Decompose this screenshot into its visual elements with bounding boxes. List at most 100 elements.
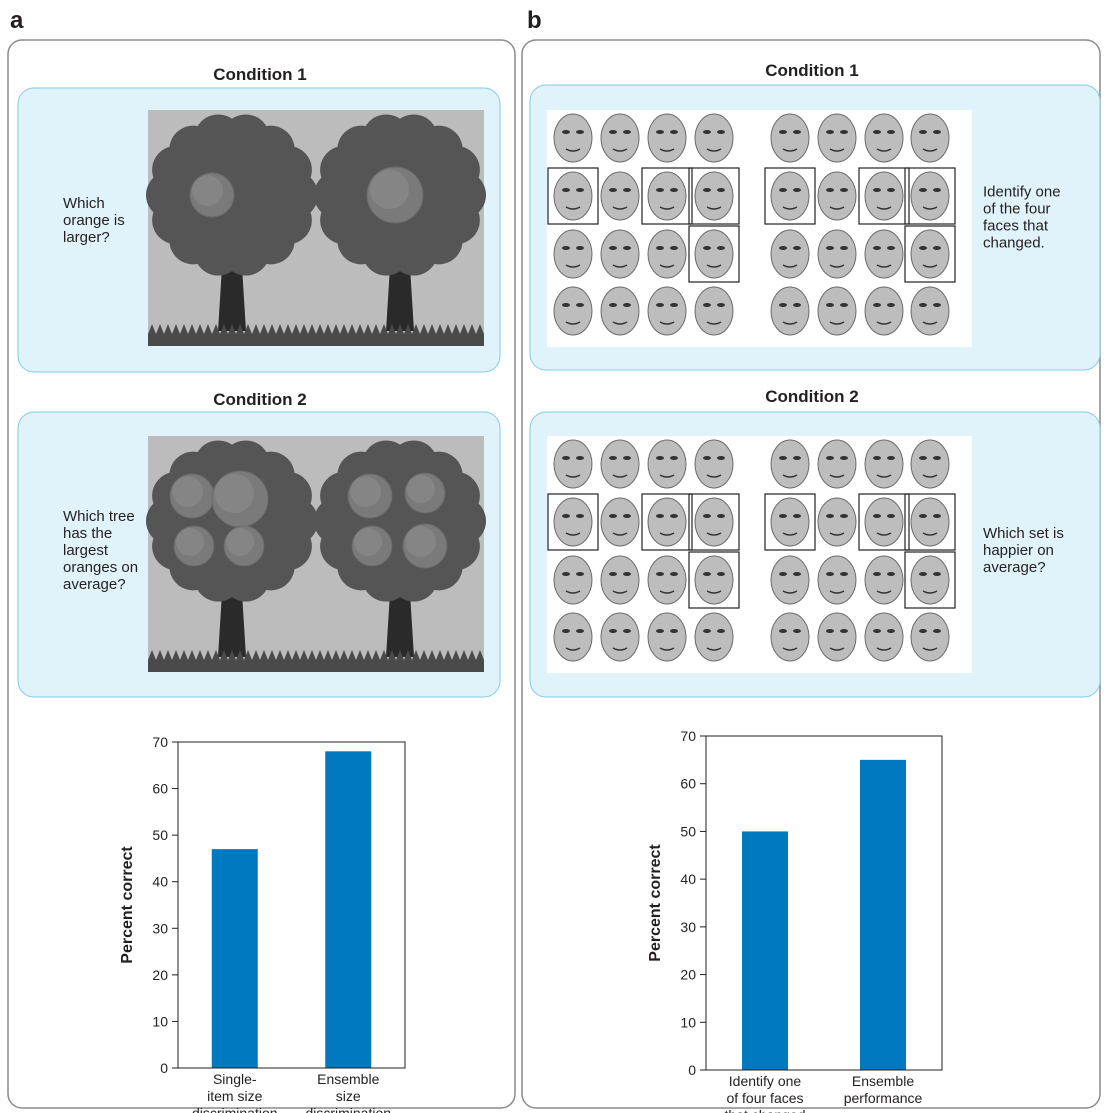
face-eye [670,188,678,192]
changed-face-box [764,493,816,551]
face-eye [656,246,664,250]
face-eye [826,188,834,192]
face-eye [717,572,725,576]
face-eye [887,188,895,192]
face-eye [919,456,927,460]
face-mouth [876,264,892,268]
changed-face-box [764,167,816,225]
face-eye [793,456,801,460]
face-mouth [565,206,581,210]
face-mouth [565,148,581,152]
face-mouth [612,264,628,268]
face-eye [670,130,678,134]
face-eye [793,303,801,307]
face-mouth [659,647,675,651]
face [600,229,640,279]
changed-face-box [904,493,956,551]
changed-face-box [904,551,956,609]
face [647,286,687,336]
face-eye [656,514,664,518]
face-eye [703,130,711,134]
changed-face-box [641,493,693,551]
face-mouth [829,590,845,594]
face-eye [793,130,801,134]
face-mouth [612,474,628,478]
face [817,497,857,547]
face [817,171,857,221]
y-tick-label: 70 [680,728,696,744]
face-eye [933,130,941,134]
face-eye [933,303,941,307]
face-mouth [612,148,628,152]
face-eye [623,514,631,518]
face [864,555,904,605]
face-eye [887,130,895,134]
face-eye [703,246,711,250]
question: Which orange is larger? [63,195,125,246]
face [864,497,904,547]
face [647,439,687,489]
plot-frame [705,735,943,1071]
face-mouth [706,474,722,478]
face-mouth [565,474,581,478]
face-eye [717,303,725,307]
face-mouth [565,264,581,268]
face-eye [779,456,787,460]
face-eye [623,246,631,250]
face-eye [873,514,881,518]
y-tick-label: 60 [152,781,168,797]
face [864,612,904,662]
face [553,439,593,489]
changed-face-box [688,225,740,283]
y-tick-label: 20 [152,967,168,983]
face-eye [703,303,711,307]
face-mouth [782,264,798,268]
face [647,229,687,279]
face-eye [873,572,881,576]
face-eye [826,514,834,518]
face-mouth [659,590,675,594]
face-mouth [782,474,798,478]
question: Identify one of the four faces that changed… [983,184,1061,252]
face-eye [656,188,664,192]
face-eye [656,130,664,134]
y-tick-label: 50 [152,827,168,843]
face-mouth [706,590,722,594]
face-eye [919,572,927,576]
face-eye [562,514,570,518]
changed-face-box [858,493,910,551]
face-eye [717,130,725,134]
changed-face-box [641,167,693,225]
face [600,113,640,163]
face [647,612,687,662]
face [770,229,810,279]
face-eye [793,188,801,192]
orange-shine [369,169,409,209]
face-eye [887,456,895,460]
face [864,286,904,336]
face-eye [717,629,725,633]
face-eye [933,572,941,576]
face [553,113,593,163]
face-eye [826,629,834,633]
face-eye [576,246,584,250]
face-eye [562,572,570,576]
face [553,497,593,547]
bar [860,759,906,1070]
face [694,229,734,279]
face [600,439,640,489]
face-eye [826,130,834,134]
face-mouth [876,590,892,594]
face-eye [919,188,927,192]
face-eye [840,572,848,576]
face [910,171,950,221]
face-eye [623,188,631,192]
face [910,229,950,279]
face-eye [656,572,664,576]
face [910,555,950,605]
face-eye [609,246,617,250]
face [647,113,687,163]
face-eye [576,514,584,518]
question: Which set is happier on average? [983,525,1064,576]
y-axis-label: Percent correct [647,844,664,962]
